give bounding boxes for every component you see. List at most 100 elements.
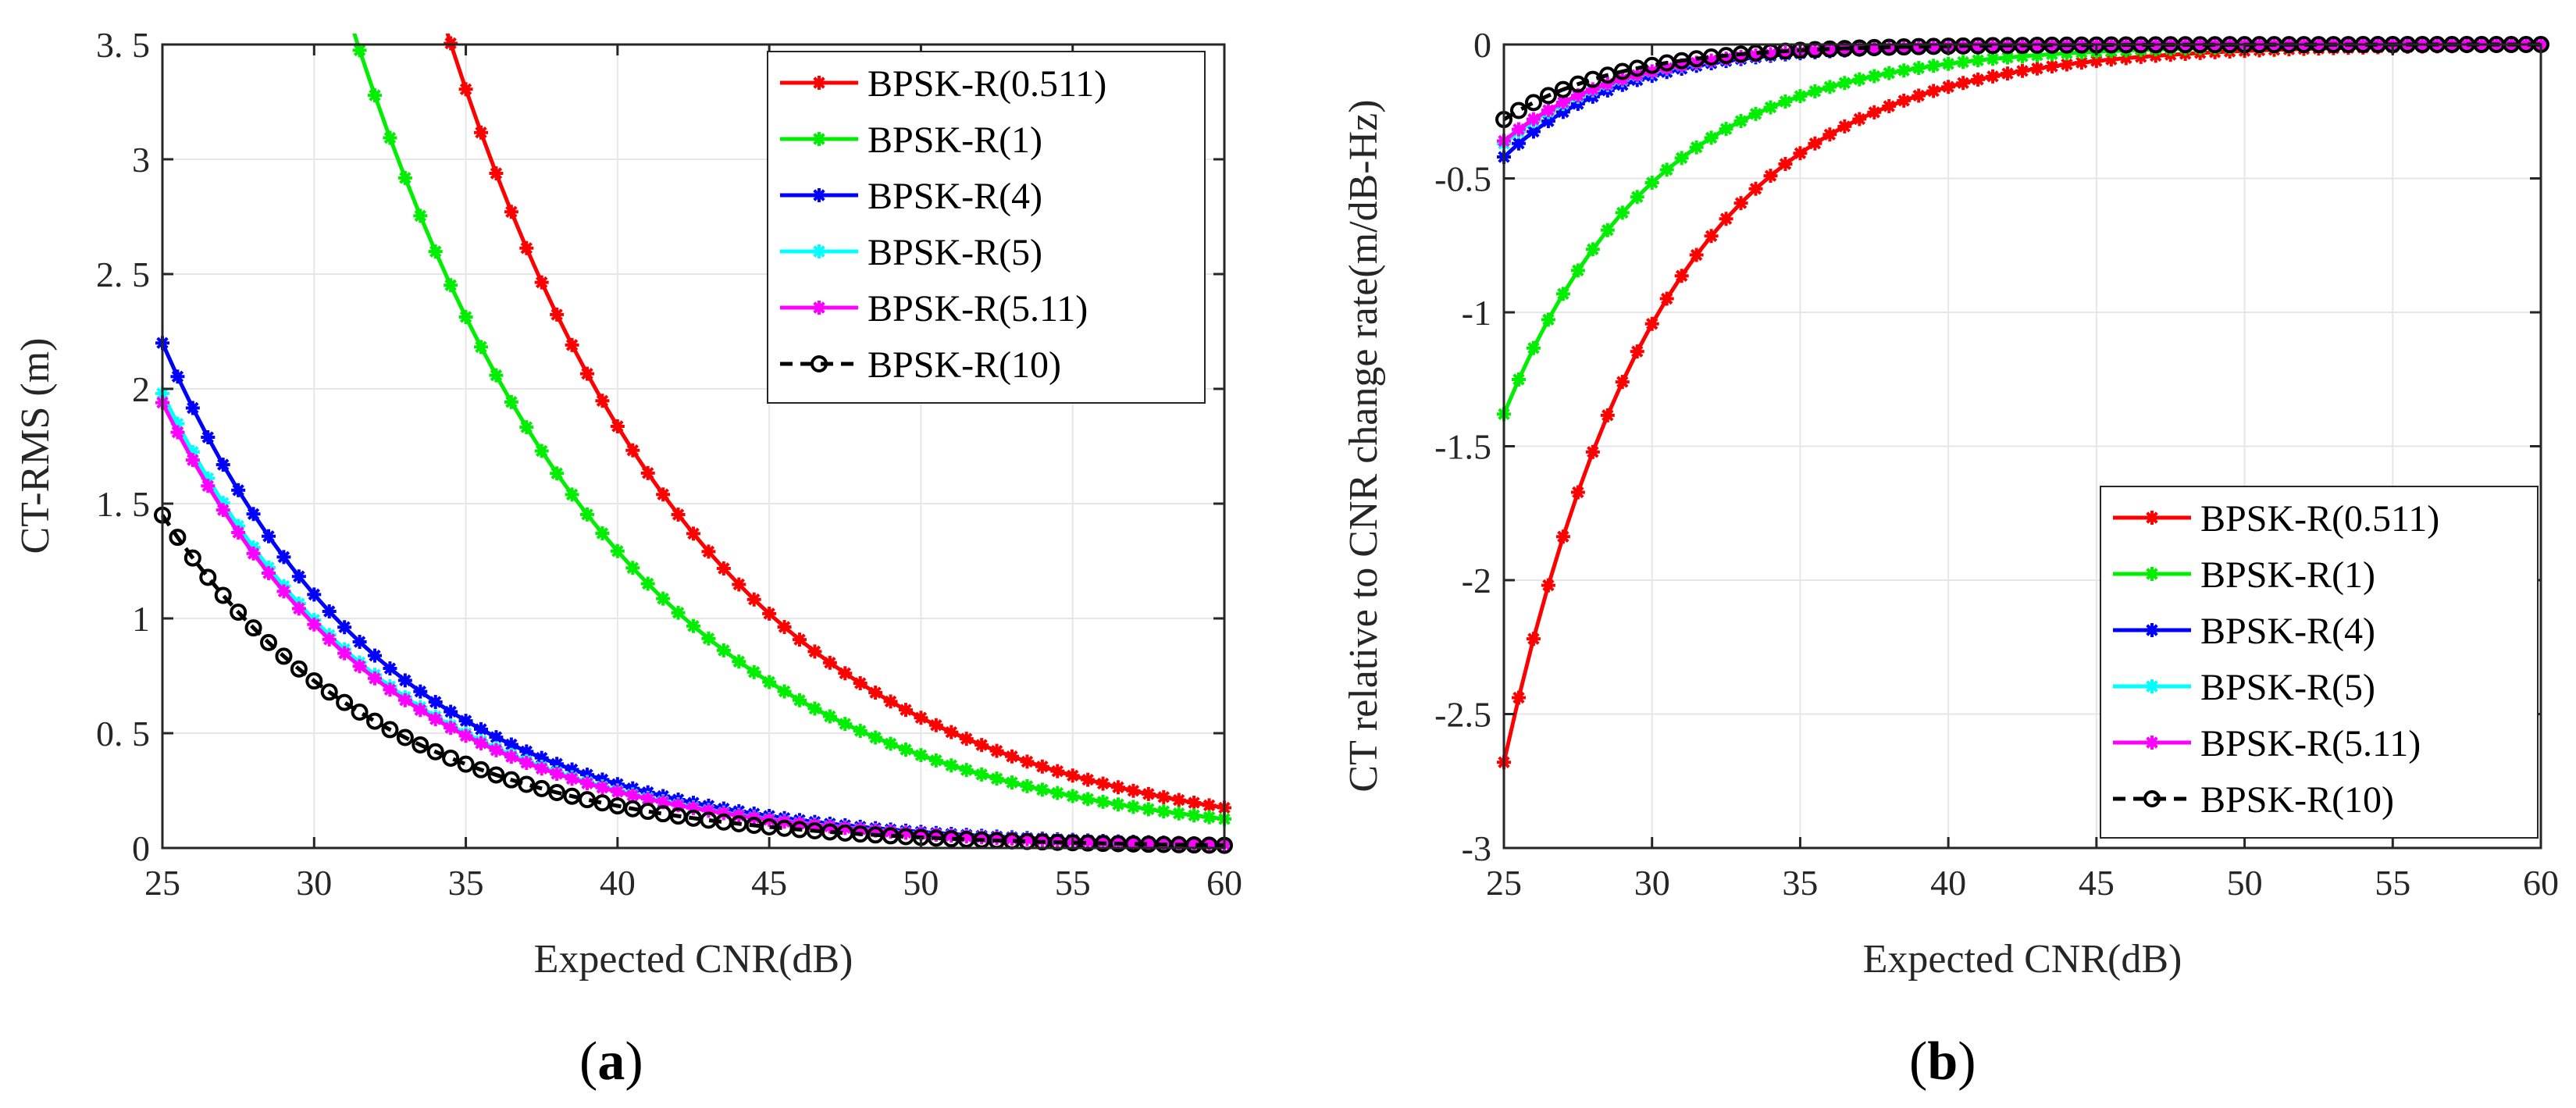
data-point bbox=[1644, 175, 1659, 190]
y-tick-label: 1. 5 bbox=[96, 484, 150, 524]
data-point bbox=[1081, 834, 1096, 849]
data-point bbox=[1971, 72, 1986, 87]
data-point bbox=[1202, 798, 1217, 813]
data-point bbox=[1020, 754, 1035, 769]
data-point bbox=[1005, 749, 1019, 764]
data-point bbox=[169, 529, 187, 547]
data-point bbox=[777, 684, 792, 699]
data-point bbox=[1570, 485, 1585, 500]
data-point bbox=[914, 826, 928, 841]
data-point bbox=[534, 761, 549, 776]
data-point bbox=[1555, 287, 1570, 301]
data-point bbox=[1600, 408, 1615, 422]
data-point bbox=[1852, 112, 1867, 126]
data-point bbox=[671, 508, 686, 522]
data-point bbox=[1659, 162, 1674, 177]
data-point bbox=[1555, 105, 1570, 119]
data-point bbox=[1511, 690, 1526, 705]
data-point bbox=[519, 420, 534, 435]
data-point bbox=[1674, 269, 1689, 283]
data-point bbox=[1733, 114, 1748, 129]
data-point bbox=[944, 725, 959, 739]
data-point bbox=[1615, 375, 1630, 390]
data-point bbox=[1912, 61, 1926, 76]
data-point bbox=[1912, 88, 1926, 103]
data-point bbox=[444, 721, 458, 736]
data-point bbox=[1808, 136, 1822, 151]
data-point bbox=[1511, 122, 1526, 137]
data-point bbox=[291, 601, 306, 616]
data-point bbox=[444, 704, 458, 719]
data-point bbox=[201, 471, 216, 486]
data-point bbox=[640, 792, 655, 807]
data-point bbox=[1956, 76, 1971, 91]
data-point bbox=[899, 743, 913, 757]
data-point bbox=[1674, 151, 1689, 166]
y-tick-label: 1 bbox=[132, 599, 150, 639]
data-point bbox=[1096, 794, 1110, 809]
data-point bbox=[1941, 80, 1956, 94]
data-point bbox=[974, 830, 989, 845]
data-point bbox=[230, 603, 248, 621]
y-tick-label: -2.5 bbox=[1434, 695, 1491, 735]
data-point bbox=[1035, 782, 1049, 797]
data-point bbox=[472, 761, 490, 778]
data-point bbox=[807, 644, 822, 659]
data-point bbox=[656, 487, 671, 502]
legend-marker bbox=[2145, 736, 2159, 750]
y-tick-label: -3 bbox=[1462, 828, 1491, 868]
data-point bbox=[1763, 100, 1778, 115]
y-tick-label: -1 bbox=[1462, 293, 1491, 333]
series-BPSK-R(0.511) bbox=[444, 34, 1231, 815]
data-point bbox=[625, 561, 640, 575]
data-point bbox=[533, 779, 550, 797]
data-point bbox=[1156, 804, 1171, 819]
data-point bbox=[974, 767, 989, 782]
axes-box bbox=[161, 43, 1226, 850]
data-point bbox=[1539, 87, 1557, 105]
data-point bbox=[686, 618, 700, 633]
data-point bbox=[1202, 810, 1217, 825]
data-point bbox=[1524, 94, 1542, 112]
data-point bbox=[1541, 578, 1555, 593]
data-point bbox=[2001, 66, 2015, 81]
data-point bbox=[352, 659, 367, 674]
data-point bbox=[1733, 49, 1748, 64]
data-point bbox=[838, 821, 853, 835]
data-point bbox=[1111, 797, 1125, 812]
data-point bbox=[746, 664, 761, 679]
data-point bbox=[262, 565, 276, 580]
x-tick-label: 30 bbox=[1634, 863, 1670, 903]
data-point bbox=[959, 829, 974, 844]
x-tick-label: 30 bbox=[296, 863, 332, 903]
data-point bbox=[914, 711, 928, 725]
data-point bbox=[442, 749, 460, 767]
legend-marker bbox=[2145, 511, 2159, 525]
data-point bbox=[519, 755, 534, 770]
data-point bbox=[275, 647, 293, 665]
legend-label: BPSK-R(5.11) bbox=[868, 288, 1088, 330]
data-point bbox=[351, 704, 369, 721]
data-point bbox=[201, 479, 216, 493]
y-axis-label: CT relative to CNR change rate(m/dB-Hz) bbox=[1341, 99, 1386, 792]
data-point bbox=[1748, 48, 1763, 63]
legend-marker bbox=[2145, 567, 2159, 581]
data-point bbox=[1822, 80, 1837, 94]
data-point bbox=[1867, 69, 1882, 84]
data-point bbox=[671, 798, 686, 813]
data-point bbox=[944, 828, 959, 843]
data-point bbox=[1689, 248, 1704, 262]
data-point bbox=[565, 337, 579, 352]
data-point bbox=[1509, 102, 1527, 119]
data-point bbox=[822, 709, 837, 724]
data-point bbox=[2044, 59, 2059, 73]
data-point bbox=[989, 771, 1004, 786]
data-point bbox=[1526, 124, 1541, 139]
data-point bbox=[307, 587, 322, 602]
x-tick-label: 45 bbox=[2079, 863, 2115, 903]
data-point bbox=[550, 307, 565, 322]
data-point bbox=[1852, 72, 1867, 87]
x-tick-label: 50 bbox=[903, 863, 939, 903]
data-point bbox=[838, 666, 853, 681]
data-point bbox=[489, 368, 504, 383]
